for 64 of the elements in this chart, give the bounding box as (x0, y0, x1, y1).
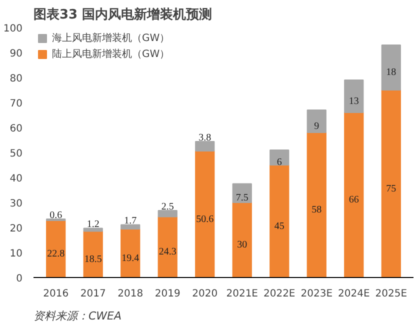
bar (232, 183, 252, 203)
chart-title: 图表33 国内风电新增装机预测 (34, 6, 212, 22)
bar (270, 150, 290, 166)
bar (381, 44, 401, 90)
y-tick-label: 90 (10, 48, 23, 60)
x-tick-label: 2020 (192, 288, 218, 300)
bar (120, 224, 140, 230)
bar (306, 132, 326, 278)
y-tick-label: 60 (10, 124, 23, 134)
x-tick-label: 2022E (264, 288, 296, 300)
data-label: 3.8 (198, 132, 212, 144)
data-label: 9 (314, 120, 320, 132)
data-label: 13 (348, 96, 359, 107)
text: 资料来源：CWEA (34, 310, 122, 322)
data-label: 19.4 (122, 252, 140, 264)
data-label: 66 (348, 194, 359, 206)
bar (120, 228, 140, 278)
bar (381, 90, 401, 278)
x-tick-label: 2021E (226, 288, 258, 300)
x-tick-label: 2018 (118, 288, 144, 300)
bar (306, 110, 326, 133)
bar (83, 230, 103, 278)
data-label: 0.6 (50, 210, 62, 221)
y-tick-label: 50 (10, 148, 23, 160)
legend-label: 海上风电新增装机（GW） (52, 32, 170, 45)
data-label: 18.5 (84, 254, 102, 265)
data-label: 30 (237, 240, 248, 250)
data-label: 50.6 (196, 214, 214, 225)
bar (83, 228, 103, 232)
y-tick-label: 20 (10, 224, 23, 234)
x-tick-label: 2023E (300, 288, 333, 300)
bar (46, 220, 66, 278)
bar (195, 141, 215, 152)
bar (344, 80, 364, 113)
data-label: 2.5 (161, 201, 174, 212)
data-label: 58 (312, 204, 322, 216)
bar (270, 164, 290, 278)
x-tick-label: 2017 (80, 288, 106, 300)
y-tick-label: 70 (10, 98, 23, 110)
x-tick-label: 2025E (375, 288, 408, 300)
data-label: 24.3 (158, 246, 176, 258)
y-tick-label: 0 (16, 274, 23, 284)
bar (195, 150, 215, 278)
bar (232, 202, 252, 278)
y-tick-label: 40 (10, 174, 23, 184)
data-label: 6 (276, 157, 282, 168)
data-label: 75 (386, 183, 396, 194)
x-tick-label: 2024E (338, 288, 370, 300)
bar (158, 210, 178, 218)
data-label: 22.8 (47, 248, 65, 260)
bar (158, 216, 178, 278)
y-tick-label: 30 (10, 198, 23, 210)
x-tick-label: 2019 (154, 288, 180, 300)
y-tick-label: 80 (10, 74, 23, 84)
bar (344, 112, 364, 278)
legend-label: 陆上风电新增装机（GW） (52, 48, 170, 61)
x-tick-label: 2016 (43, 288, 69, 300)
data-label: 1.7 (124, 216, 137, 226)
data-label: 18 (386, 67, 396, 78)
data-label: 1.2 (86, 219, 100, 230)
y-tick-label: 100 (3, 24, 23, 34)
y-tick-label: 10 (10, 248, 23, 260)
data-label: 45 (274, 220, 284, 232)
data-label: 7.5 (236, 192, 248, 204)
